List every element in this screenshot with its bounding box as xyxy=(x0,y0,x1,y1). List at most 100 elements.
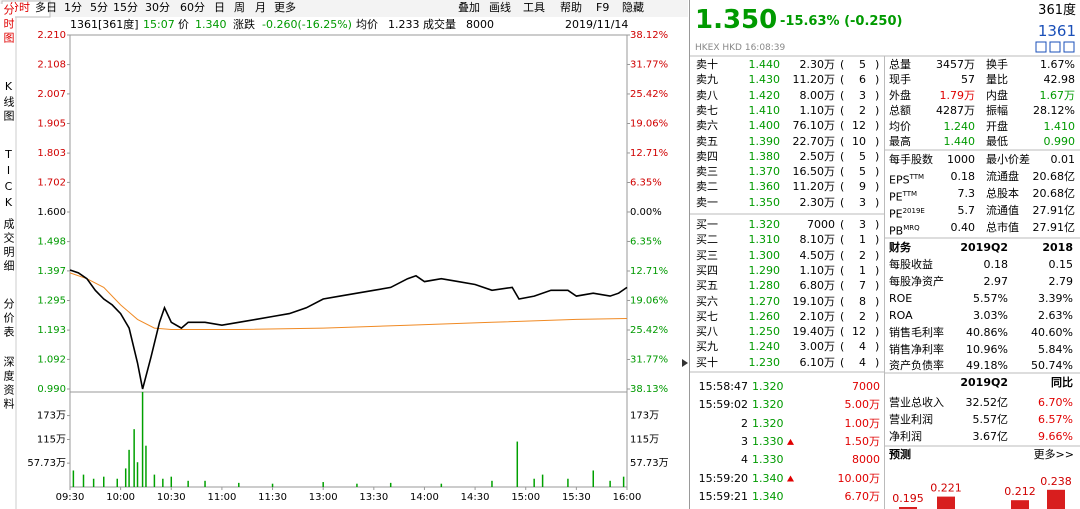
paren: ( xyxy=(840,294,845,308)
icon[interactable] xyxy=(1063,41,1075,53)
book-count: 6 xyxy=(859,73,866,87)
side-tab[interactable]: 分价表 xyxy=(2,298,15,340)
book-level: 卖八 xyxy=(696,88,718,102)
paren: ) xyxy=(875,218,880,231)
side-tab[interactable]: K线图 xyxy=(2,80,15,124)
book-level: 卖十 xyxy=(696,58,718,71)
book-volume: 1.10万 xyxy=(799,103,836,117)
fin-label: 资产负债率 xyxy=(889,359,944,373)
info-vol_label: 成交量 xyxy=(423,18,456,31)
tick-time: 15:59:20 xyxy=(698,471,748,485)
book-volume: 16.50万 xyxy=(792,165,836,179)
book-price: 1.360 xyxy=(748,180,781,194)
fund-value: 5.7 xyxy=(957,204,976,217)
fund-value: 0.01 xyxy=(1050,153,1076,166)
paren: ( xyxy=(840,355,845,369)
paren: ( xyxy=(840,309,845,323)
book-level: 买六 xyxy=(696,294,718,308)
paren: ( xyxy=(840,279,845,293)
book-volume: 11.20万 xyxy=(792,180,836,194)
y-tick-label: 2.007 xyxy=(37,89,66,100)
forecast-more[interactable]: 更多>> xyxy=(1033,448,1074,461)
book-count: 2 xyxy=(859,309,866,323)
paren: ) xyxy=(875,73,880,87)
book-volume: 19.40万 xyxy=(792,325,836,339)
y2-tick-label: 12.71% xyxy=(630,266,668,277)
toolbar-tool[interactable]: 隐藏 xyxy=(622,1,644,14)
toolbar-tab[interactable]: 月 xyxy=(255,1,266,14)
side-tab[interactable]: 分时图 xyxy=(0,4,15,46)
paren: ) xyxy=(875,195,880,209)
book-volume: 2.30万 xyxy=(799,195,836,209)
toolbar-tab[interactable]: 多日 xyxy=(35,1,57,14)
book-price: 1.440 xyxy=(748,58,781,71)
book-price: 1.390 xyxy=(748,134,781,148)
price-line xyxy=(69,269,628,390)
icon[interactable] xyxy=(1035,41,1047,53)
y2-tick-label: 25.42% xyxy=(630,89,668,100)
x-tick-label: 11:00 xyxy=(207,492,236,503)
info-price: 1.340 xyxy=(195,18,227,31)
fund-label: 最小价差 xyxy=(986,153,1030,166)
paren: ( xyxy=(840,73,845,87)
stat-label: 均价 xyxy=(889,119,911,133)
book-count: 10 xyxy=(852,134,866,148)
forecast-bar xyxy=(937,496,955,509)
book-level: 买八 xyxy=(696,325,718,339)
y2-tick-label: 25.42% xyxy=(630,325,668,336)
stat-label: 振幅 xyxy=(986,104,1008,118)
y2-tick-label: 0.00% xyxy=(630,207,662,218)
fund-label: 流通盘 xyxy=(986,170,1019,183)
side-tab[interactable]: 成交明细 xyxy=(2,218,15,274)
fin-value: 2.79 xyxy=(1048,274,1074,288)
fund-value: 1000 xyxy=(947,153,975,166)
book-level: 买二 xyxy=(696,233,718,247)
toolbar-tab[interactable]: 15分 xyxy=(113,1,138,14)
toolbar-tool[interactable]: 画线 xyxy=(489,1,511,14)
book-price: 1.260 xyxy=(748,309,781,323)
stat-value: 28.12% xyxy=(1033,104,1075,118)
paren: ( xyxy=(840,233,845,247)
toolbar-tab[interactable]: 60分 xyxy=(180,1,205,14)
tick-volume: 10.00万 xyxy=(837,471,881,485)
book-volume: 4.50万 xyxy=(799,248,836,262)
vol-tick-label: 115万 xyxy=(630,435,659,446)
stat-label: 外盘 xyxy=(889,88,911,102)
fund-label: PBMRQ xyxy=(889,224,920,238)
tick-volume: 1.00万 xyxy=(844,416,881,430)
y-tick-label: 1.498 xyxy=(37,237,66,248)
book-count: 8 xyxy=(859,294,866,308)
book-level: 买四 xyxy=(696,263,718,277)
fin-value: 3.39% xyxy=(1038,291,1073,305)
toolbar-tab[interactable]: 30分 xyxy=(145,1,170,14)
toolbar-tool[interactable]: 叠加 xyxy=(458,1,480,14)
toolbar-tab[interactable]: 日 xyxy=(214,1,225,14)
toolbar-tool[interactable]: 工具 xyxy=(523,1,545,14)
toolbar-tool[interactable]: F9 xyxy=(596,1,610,14)
icon[interactable] xyxy=(1049,41,1061,53)
toolbar-tool[interactable]: 帮助 xyxy=(560,1,582,14)
x-tick-label: 13:30 xyxy=(359,492,388,503)
expand-arrow[interactable] xyxy=(682,359,688,367)
toolbar-tab[interactable]: 1分 xyxy=(64,1,82,14)
toolbar-tab[interactable]: 周 xyxy=(234,1,245,14)
vol-tick-label: 115万 xyxy=(37,435,66,446)
fund-label: EPSTTM xyxy=(889,173,925,187)
tick-time: 4 xyxy=(741,453,748,467)
toolbar-tab[interactable]: 5分 xyxy=(90,1,108,14)
side-tab[interactable]: 深度资料 xyxy=(2,356,15,412)
fin-header: 2019Q2 xyxy=(960,241,1008,254)
inc-value: 6.70% xyxy=(1038,396,1073,409)
book-volume: 3.00万 xyxy=(799,340,836,354)
toolbar-tab[interactable]: 更多 xyxy=(274,1,296,14)
y-tick-label: 1.193 xyxy=(37,325,66,336)
book-volume: 1.10万 xyxy=(799,263,836,277)
side-tab[interactable]: TICK xyxy=(2,148,15,212)
avg-line xyxy=(69,272,628,330)
fin-label: 每股净资产 xyxy=(889,274,944,288)
book-volume: 2.10万 xyxy=(799,309,836,323)
info-price_label: 价 xyxy=(178,18,189,31)
book-volume: 6.80万 xyxy=(799,279,836,293)
book-count: 1 xyxy=(859,233,866,247)
book-volume: 11.20万 xyxy=(792,73,836,87)
